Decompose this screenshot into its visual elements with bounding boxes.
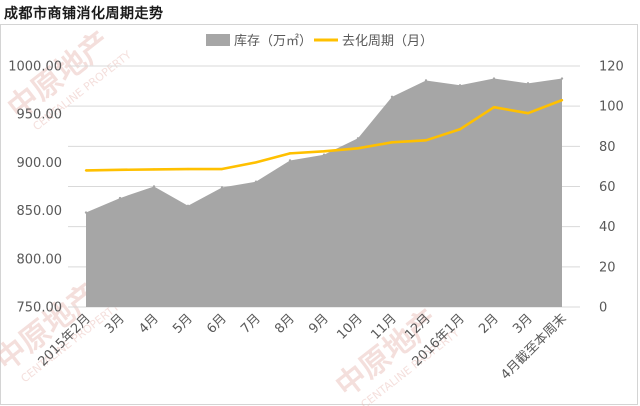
area-point bbox=[220, 186, 224, 189]
y-right-tick-label: 40 bbox=[599, 220, 616, 235]
area-point bbox=[152, 185, 156, 188]
x-tick-label: 3月 bbox=[510, 311, 536, 337]
series-area-inventory bbox=[86, 78, 562, 307]
line-point bbox=[526, 111, 530, 115]
legend-label-inventory: 库存（万㎡） bbox=[234, 33, 312, 49]
y-left-tick-label: 900.00 bbox=[17, 156, 63, 171]
area-point bbox=[526, 82, 530, 85]
area-point bbox=[254, 180, 258, 183]
area-point bbox=[84, 211, 88, 214]
area-point bbox=[458, 84, 462, 87]
area-point bbox=[186, 204, 190, 207]
line-point bbox=[118, 168, 122, 172]
line-point bbox=[356, 147, 360, 150]
area-point bbox=[322, 153, 326, 156]
x-tick-label: 9月 bbox=[306, 311, 332, 337]
x-tick-label: 5月 bbox=[170, 311, 196, 337]
line-point bbox=[322, 150, 326, 153]
area-point bbox=[560, 77, 564, 80]
area-point bbox=[118, 196, 122, 200]
y-axis-left: 750.00 800.00 850.00 900.00 950.00 1000.00 bbox=[8, 60, 62, 316]
area-point bbox=[390, 95, 394, 99]
area-point bbox=[288, 159, 292, 162]
y-right-tick-label: 80 bbox=[599, 140, 616, 155]
area-point bbox=[356, 137, 360, 140]
y-right-tick-label: 100 bbox=[599, 100, 624, 115]
x-tick-label: 8月 bbox=[272, 311, 298, 337]
y-right-tick-label: 120 bbox=[599, 60, 624, 75]
line-point bbox=[152, 168, 156, 171]
line-point bbox=[186, 167, 190, 171]
y-left-tick-label: 1000.00 bbox=[8, 60, 62, 75]
series-layer bbox=[84, 77, 564, 307]
line-point bbox=[254, 161, 258, 164]
area-point bbox=[424, 79, 428, 82]
line-point bbox=[458, 128, 462, 131]
line-point bbox=[424, 139, 428, 142]
legend-label-cycle: 去化周期（月） bbox=[342, 34, 433, 49]
line-point bbox=[560, 98, 564, 102]
x-tick-label: 2月 bbox=[476, 311, 502, 337]
line-point bbox=[492, 105, 496, 109]
area-point bbox=[492, 77, 496, 80]
y-left-tick-label: 750.00 bbox=[17, 301, 63, 316]
y-right-tick-label: 0 bbox=[599, 301, 607, 316]
legend-swatch-inventory bbox=[206, 34, 230, 46]
y-left-tick-label: 850.00 bbox=[17, 204, 63, 219]
watermark-bottom-center: 中原地产 CENTALINE PROPERTY bbox=[329, 303, 462, 406]
y-left-tick-label: 950.00 bbox=[17, 108, 63, 123]
y-right-tick-label: 60 bbox=[599, 180, 616, 195]
y-axis-right: 0 20 40 60 80 100 120 bbox=[599, 60, 624, 316]
title-bar: 成都市商铺消化周期走势 bbox=[0, 0, 640, 22]
line-point bbox=[220, 167, 224, 171]
legend: 库存（万㎡） 去化周期（月） bbox=[206, 33, 433, 49]
x-tick-label: 6月 bbox=[204, 311, 230, 337]
line-point bbox=[288, 152, 292, 155]
chart-title: 成都市商铺消化周期走势 bbox=[4, 6, 164, 22]
line-point bbox=[84, 169, 88, 172]
y-left-tick-label: 800.00 bbox=[17, 252, 63, 267]
line-point bbox=[390, 141, 394, 144]
x-tick-label: 4月 bbox=[136, 311, 162, 337]
x-tick-label: 7月 bbox=[238, 311, 264, 337]
y-right-tick-label: 20 bbox=[599, 260, 616, 275]
x-tick-label: 10月 bbox=[334, 311, 365, 342]
